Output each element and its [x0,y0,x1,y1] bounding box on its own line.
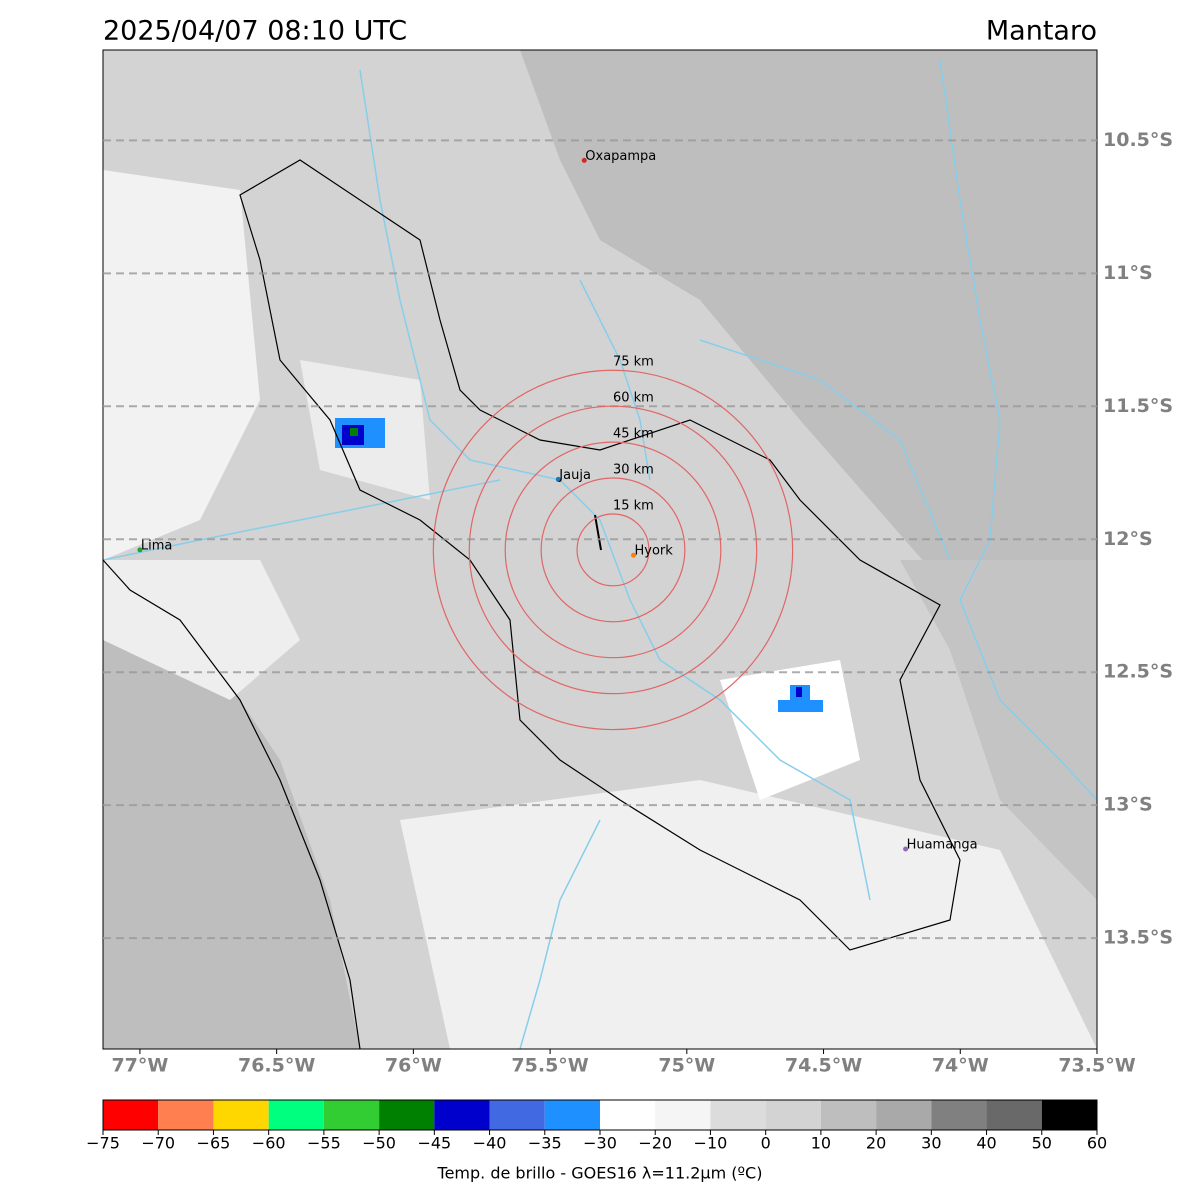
colorbar-bin [213,1100,269,1130]
lon-tick-label: 74°W [932,1055,989,1077]
city-label: Lima [141,538,172,553]
colorbar-tick-label: −50 [362,1134,396,1153]
city-marker [555,476,561,482]
colorbar-bin [544,1100,600,1130]
lon-tick-label: 76.5°W [238,1055,315,1077]
range-ring [504,441,722,659]
colorbar-label: Temp. de brillo - GOES16 λ=11.2μm (ºC) [437,1164,763,1183]
colorbar-tick-label: 40 [976,1134,996,1153]
lat-tick-label: 11.5°S [1103,395,1173,417]
ring-label: 60 km [613,391,654,406]
lat-tick-label: 12.5°S [1103,661,1173,683]
colorbar-bin [103,1100,159,1130]
colorbar-bin [876,1100,932,1130]
colorbar-tick-label: −70 [141,1134,175,1153]
range-ring [432,369,794,731]
imagery [103,50,1097,1049]
lat-tick-label: 13°S [1103,794,1153,816]
colorbar-tick-label: 20 [866,1134,886,1153]
colorbar-bin [986,1100,1042,1130]
lat-tick-label: 11°S [1103,262,1153,284]
range-ring [540,477,686,623]
colorbar-bin [765,1100,821,1130]
lon-tick-label: 75°W [658,1055,715,1077]
colorbar-bin [931,1100,987,1130]
region: Mantaro [986,16,1097,47]
colorbar-tick-label: 0 [761,1134,771,1153]
colorbar-bin [379,1100,435,1130]
colorbar-bin [820,1100,877,1130]
colorbar-bin [158,1100,214,1130]
city-label: Huamanga [907,838,978,853]
city-label: Jauja [558,468,591,483]
lat-tick-label: 12°S [1103,528,1153,550]
colorbar-tick-label: −65 [197,1134,231,1153]
city-marker [903,846,909,852]
lon-tick-label: 75.5°W [511,1055,588,1077]
colorbar-bin [323,1100,380,1130]
colorbar-bin [434,1100,490,1130]
colorbar-tick-label: 60 [1087,1134,1107,1153]
colorbar-tick-label: 50 [1032,1134,1052,1153]
lat-tick-label: 10.5°S [1103,129,1173,151]
colorbar-tick-label: −40 [473,1134,507,1153]
colorbar-tick-label: −20 [638,1134,672,1153]
colorbar-tick-label: 30 [921,1134,941,1153]
range-ring [576,513,650,587]
lon-tick-label: 73.5°W [1058,1055,1135,1077]
colorbar-tick-label: 10 [811,1134,831,1153]
lon-tick-label: 77°W [111,1055,168,1077]
colorbar-bin [489,1100,545,1130]
colorbar-bin [710,1100,766,1130]
range-ring [468,405,758,695]
colorbar-tick-label: −55 [307,1134,341,1153]
title: 2025/04/07 08:10 UTC [103,16,407,47]
colorbar-tick-label: −10 [694,1134,728,1153]
colorbar-bin [600,1100,656,1130]
lon-tick-label: 74.5°W [785,1055,862,1077]
ring-label: 75 km [613,355,654,370]
ring-label: 45 km [613,427,654,442]
colorbar-tick-label: −75 [86,1134,120,1153]
colorbar-bin [655,1100,711,1130]
city-marker [630,552,636,558]
colorbar-bin [268,1100,324,1130]
colorbar-tick-label: −30 [583,1134,617,1153]
ring-label: 30 km [613,463,654,478]
city-marker [581,157,587,163]
city-marker [137,547,143,553]
city-label: Oxapampa [585,149,656,164]
colorbar-tick-label: −45 [417,1134,451,1153]
colorbar-tick-label: −35 [528,1134,562,1153]
lat-tick-label: 13.5°S [1103,927,1173,949]
map-frame [102,49,1098,1050]
ring-label: 15 km [613,498,654,513]
city-label: Hyork [634,544,673,559]
colorbar-tick-label: −60 [252,1134,286,1153]
lon-tick-label: 76°W [385,1055,442,1077]
colorbar-bin [1041,1100,1097,1130]
